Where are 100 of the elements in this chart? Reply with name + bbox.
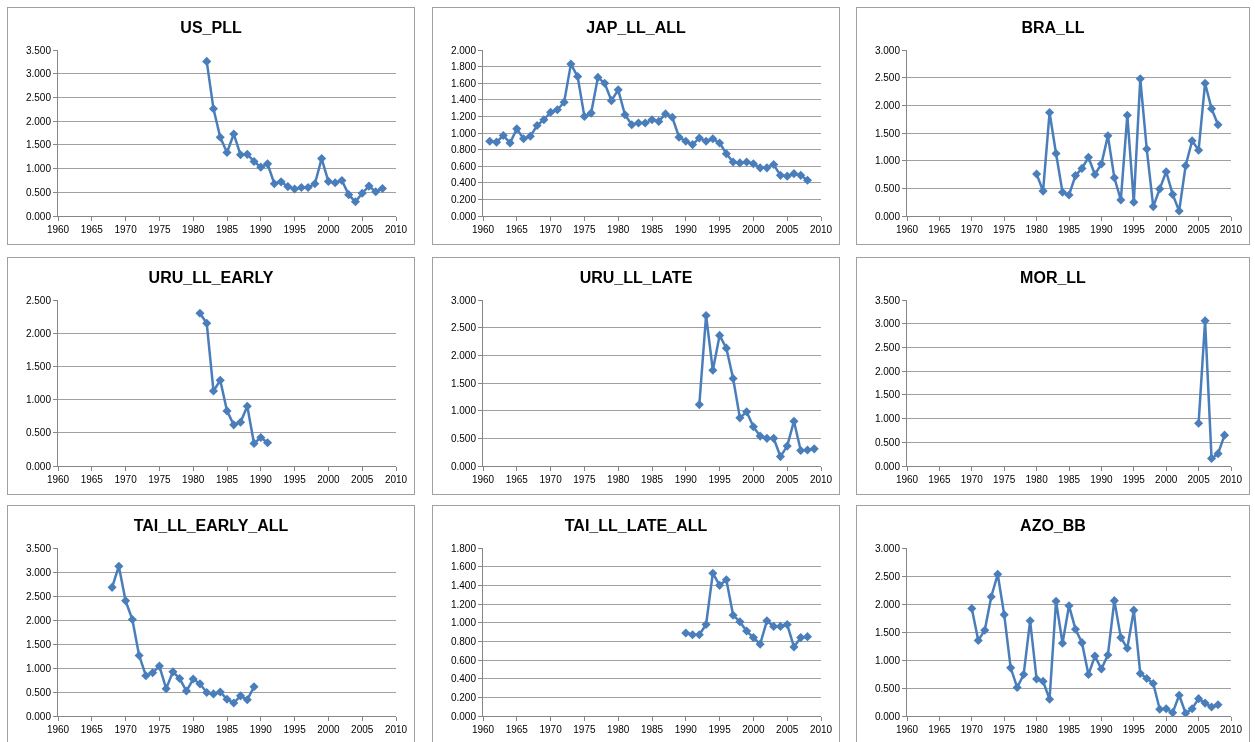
point: [762, 163, 772, 173]
point: [1194, 145, 1204, 155]
point: [364, 181, 374, 191]
point: [539, 115, 549, 125]
point: [1200, 698, 1210, 708]
y-tick-label: 0.000: [874, 460, 901, 472]
point: [762, 616, 772, 626]
point: [235, 417, 246, 427]
x-tick-label: 1990: [249, 724, 273, 735]
point: [1070, 171, 1081, 181]
y-tick-label: 0.000: [450, 710, 477, 722]
chart-title: AZO_BB: [1020, 517, 1086, 535]
x-tick-label: 1965: [505, 724, 529, 735]
y-tick-label: 0.500: [450, 432, 477, 444]
point: [579, 111, 589, 121]
point: [127, 614, 137, 625]
point: [1161, 704, 1171, 714]
point: [654, 116, 664, 126]
point: [263, 438, 273, 448]
y-tick-label: 1.400: [450, 579, 477, 591]
point: [1096, 159, 1106, 169]
point: [715, 138, 725, 148]
point: [1116, 633, 1126, 643]
x-tick-label: 1995: [283, 474, 307, 485]
point: [755, 431, 765, 441]
point: [993, 569, 1003, 579]
point: [1142, 144, 1152, 154]
y-tick-label: 2.500: [450, 322, 477, 334]
point: [1219, 430, 1230, 440]
y-tick-label: 0.000: [874, 710, 901, 722]
x-tick-label: 1960: [471, 724, 495, 735]
chart-title: MOR_LL: [1020, 269, 1087, 287]
x-tick-label: 1965: [80, 474, 104, 485]
y-tick-label: 1.400: [450, 94, 477, 106]
point: [1168, 708, 1178, 716]
x-tick-label: 1980: [182, 724, 205, 735]
point: [647, 115, 657, 125]
y-tick-label: 2.000: [450, 349, 477, 361]
y-tick-label: 3.500: [25, 542, 52, 554]
point: [235, 691, 246, 701]
x-tick-label: 2005: [776, 224, 799, 235]
x-tick-label: 1980: [182, 474, 205, 485]
y-tick-label: 0.400: [450, 673, 477, 685]
point: [505, 138, 515, 148]
point: [748, 633, 758, 643]
x-tick-label: 1995: [708, 474, 732, 485]
y-tick-label: 1.500: [874, 389, 901, 401]
y-tick-label: 1.000: [874, 413, 901, 425]
point: [1077, 638, 1087, 648]
y-tick-label: 1.500: [25, 139, 52, 151]
x-tick-label: 1970: [539, 724, 563, 735]
point: [256, 162, 266, 172]
y-tick-label: 0.000: [25, 710, 52, 722]
x-tick-label: 1970: [960, 474, 984, 485]
chart-title: URU_LL_EARLY: [148, 269, 274, 287]
x-tick-label: 1990: [674, 224, 698, 235]
point: [1187, 136, 1197, 146]
point: [1200, 78, 1210, 88]
y-tick-label: 1.000: [450, 405, 477, 417]
point: [1207, 453, 1217, 463]
point: [681, 628, 691, 638]
y-tick-label: 1.600: [450, 77, 477, 89]
x-tick-label: 1970: [960, 724, 984, 735]
y-tick-label: 3.000: [450, 294, 477, 306]
y-tick-label: 0.500: [874, 182, 901, 194]
x-tick-label: 1985: [1057, 724, 1081, 735]
point: [789, 169, 799, 179]
x-tick-label: 1975: [993, 224, 1016, 235]
point: [1109, 173, 1119, 183]
x-tick-label: 1980: [182, 224, 205, 235]
point: [229, 129, 239, 139]
point: [175, 674, 185, 684]
point: [742, 157, 752, 167]
point: [1096, 664, 1106, 674]
point: [769, 433, 779, 443]
point: [222, 694, 232, 704]
x-tick-label: 2000: [742, 474, 765, 485]
y-tick-label: 0.500: [25, 686, 52, 698]
point: [769, 159, 779, 170]
point: [215, 375, 225, 385]
x-tick-label: 1980: [1025, 724, 1049, 735]
point: [242, 149, 252, 159]
point: [762, 433, 772, 443]
point: [1070, 624, 1081, 634]
point: [323, 176, 333, 186]
x-tick-label: 1980: [607, 474, 630, 485]
point: [667, 112, 677, 122]
x-tick-label: 2010: [1219, 724, 1243, 735]
x-tick-label: 1960: [46, 724, 70, 735]
x-tick-label: 2005: [1187, 474, 1211, 485]
point: [1155, 184, 1165, 194]
point: [1174, 690, 1184, 700]
point: [999, 610, 1009, 620]
y-tick-label: 1.000: [450, 617, 477, 629]
point: [512, 124, 522, 134]
point: [552, 105, 562, 115]
x-tick-label: 1975: [148, 724, 171, 735]
point: [755, 639, 765, 649]
point: [114, 561, 124, 571]
point: [290, 184, 300, 194]
